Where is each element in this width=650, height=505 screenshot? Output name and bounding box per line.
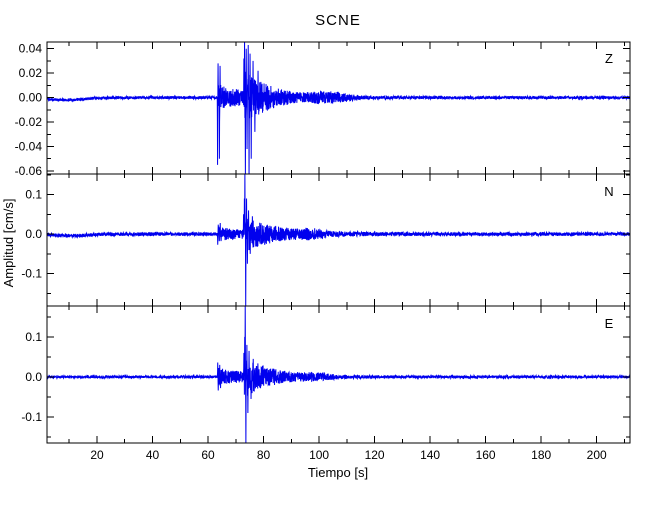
- y-tick-label: 0.0: [25, 227, 42, 241]
- y-axis-label: Amplitud [cm/s]: [1, 199, 16, 288]
- x-tick-label: 60: [201, 448, 215, 462]
- y-tick-label: 0.1: [25, 330, 42, 344]
- panel-label-n: N: [604, 184, 613, 199]
- y-tick-label: -0.04: [15, 140, 43, 154]
- x-tick-label: 140: [420, 448, 440, 462]
- y-tick-label: 0.1: [25, 188, 42, 202]
- y-tick-label: 0.00: [19, 91, 43, 105]
- x-tick-label: 100: [309, 448, 329, 462]
- x-tick-label: 120: [365, 448, 385, 462]
- seismic-trace-z: [47, 42, 630, 174]
- chart-title: SCNE: [315, 12, 361, 29]
- y-tick-label: -0.06: [15, 164, 43, 178]
- seismic-trace-e: [47, 306, 630, 443]
- tick-label-layer: 0.04 0.02 0.00 -0.02 -0.04 -0.06 0.1 0.0 -0.1 0.1…: [15, 42, 607, 462]
- y-tick-label: -0.1: [21, 410, 42, 424]
- x-tick-label: 80: [257, 448, 271, 462]
- axes-frame: [46, 41, 631, 444]
- y-tick-label: -0.02: [15, 115, 43, 129]
- y-tick-label: 0.02: [19, 66, 43, 80]
- x-tick-label: 40: [146, 448, 160, 462]
- y-tick-label: 0.0: [25, 370, 42, 384]
- seismic-trace-n: [47, 174, 630, 306]
- x-tick-label: 20: [90, 448, 104, 462]
- trace-layer: [47, 42, 630, 443]
- panel-label-e: E: [605, 316, 614, 331]
- y-tick-label: -0.1: [21, 267, 42, 281]
- axes-layer: [46, 41, 631, 444]
- panel-label-z: Z: [605, 51, 613, 66]
- x-tick-label: 200: [587, 448, 607, 462]
- x-tick-label: 160: [476, 448, 496, 462]
- x-axis-label: Tiempo [s]: [308, 465, 368, 480]
- y-tick-label: 0.04: [19, 42, 43, 56]
- x-tick-label: 180: [531, 448, 551, 462]
